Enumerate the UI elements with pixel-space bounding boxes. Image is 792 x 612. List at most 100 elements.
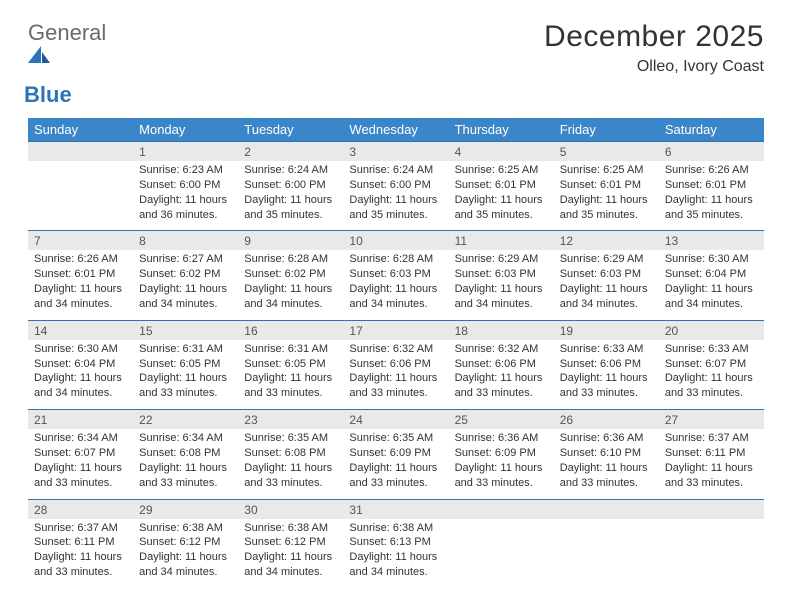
sunrise-text: Sunrise: 6:30 AM: [34, 342, 127, 357]
sunset-text: Sunset: 6:00 PM: [139, 178, 232, 193]
day-number: 9: [238, 231, 343, 251]
day-details: Sunrise: 6:36 AMSunset: 6:10 PMDaylight:…: [554, 429, 659, 499]
sunrise-text: Sunrise: 6:34 AM: [34, 431, 127, 446]
daylight-text: Daylight: 11 hours and 35 minutes.: [455, 193, 548, 223]
location-label: Olleo, Ivory Coast: [544, 58, 764, 76]
daylight-text: Daylight: 11 hours and 35 minutes.: [349, 193, 442, 223]
day-number-row: 14151617181920: [28, 320, 764, 340]
day-number: 18: [449, 320, 554, 340]
sunrise-text: Sunrise: 6:25 AM: [560, 163, 653, 178]
sunset-text: Sunset: 6:12 PM: [139, 535, 232, 550]
day-number: 17: [343, 320, 448, 340]
weekday-header: Friday: [554, 118, 659, 142]
daylight-text: Daylight: 11 hours and 33 minutes.: [349, 371, 442, 401]
day-number: [28, 142, 133, 162]
day-details: Sunrise: 6:29 AMSunset: 6:03 PMDaylight:…: [449, 250, 554, 320]
day-number: 24: [343, 410, 448, 430]
daylight-text: Daylight: 11 hours and 33 minutes.: [665, 371, 758, 401]
day-number: [449, 499, 554, 519]
sunrise-text: Sunrise: 6:38 AM: [349, 521, 442, 536]
day-number: 22: [133, 410, 238, 430]
weekday-header: Wednesday: [343, 118, 448, 142]
sunset-text: Sunset: 6:09 PM: [455, 446, 548, 461]
daylight-text: Daylight: 11 hours and 33 minutes.: [244, 371, 337, 401]
logo-sail-icon: [28, 46, 108, 64]
day-number: 19: [554, 320, 659, 340]
day-details: Sunrise: 6:28 AMSunset: 6:02 PMDaylight:…: [238, 250, 343, 320]
day-details-row: Sunrise: 6:26 AMSunset: 6:01 PMDaylight:…: [28, 250, 764, 320]
day-details: Sunrise: 6:38 AMSunset: 6:12 PMDaylight:…: [133, 519, 238, 588]
sunset-text: Sunset: 6:02 PM: [244, 267, 337, 282]
daylight-text: Daylight: 11 hours and 33 minutes.: [560, 371, 653, 401]
sunset-text: Sunset: 6:03 PM: [560, 267, 653, 282]
daylight-text: Daylight: 11 hours and 35 minutes.: [244, 193, 337, 223]
daylight-text: Daylight: 11 hours and 33 minutes.: [455, 461, 548, 491]
day-number: 28: [28, 499, 133, 519]
day-details: Sunrise: 6:25 AMSunset: 6:01 PMDaylight:…: [554, 161, 659, 231]
day-details: Sunrise: 6:33 AMSunset: 6:07 PMDaylight:…: [659, 340, 764, 410]
day-number: 30: [238, 499, 343, 519]
daylight-text: Daylight: 11 hours and 34 minutes.: [34, 282, 127, 312]
sunrise-text: Sunrise: 6:28 AM: [244, 252, 337, 267]
sunrise-text: Sunrise: 6:30 AM: [665, 252, 758, 267]
daylight-text: Daylight: 11 hours and 36 minutes.: [139, 193, 232, 223]
day-details: [28, 161, 133, 231]
day-details: Sunrise: 6:30 AMSunset: 6:04 PMDaylight:…: [659, 250, 764, 320]
sunset-text: Sunset: 6:09 PM: [349, 446, 442, 461]
sunset-text: Sunset: 6:05 PM: [244, 357, 337, 372]
day-number: 5: [554, 142, 659, 162]
daylight-text: Daylight: 11 hours and 34 minutes.: [560, 282, 653, 312]
day-details: Sunrise: 6:37 AMSunset: 6:11 PMDaylight:…: [28, 519, 133, 588]
daylight-text: Daylight: 11 hours and 33 minutes.: [139, 371, 232, 401]
day-number: 16: [238, 320, 343, 340]
sunrise-text: Sunrise: 6:34 AM: [139, 431, 232, 446]
day-number-row: 123456: [28, 142, 764, 162]
day-number: 14: [28, 320, 133, 340]
sunrise-text: Sunrise: 6:38 AM: [139, 521, 232, 536]
sunset-text: Sunset: 6:03 PM: [455, 267, 548, 282]
daylight-text: Daylight: 11 hours and 33 minutes.: [560, 461, 653, 491]
day-number: 2: [238, 142, 343, 162]
day-details: Sunrise: 6:36 AMSunset: 6:09 PMDaylight:…: [449, 429, 554, 499]
day-number: 31: [343, 499, 448, 519]
sunset-text: Sunset: 6:01 PM: [455, 178, 548, 193]
daylight-text: Daylight: 11 hours and 34 minutes.: [455, 282, 548, 312]
day-details: Sunrise: 6:31 AMSunset: 6:05 PMDaylight:…: [133, 340, 238, 410]
day-details: Sunrise: 6:35 AMSunset: 6:08 PMDaylight:…: [238, 429, 343, 499]
day-details-row: Sunrise: 6:30 AMSunset: 6:04 PMDaylight:…: [28, 340, 764, 410]
sunrise-text: Sunrise: 6:37 AM: [665, 431, 758, 446]
day-details: Sunrise: 6:34 AMSunset: 6:07 PMDaylight:…: [28, 429, 133, 499]
sunrise-text: Sunrise: 6:32 AM: [455, 342, 548, 357]
daylight-text: Daylight: 11 hours and 34 minutes.: [139, 550, 232, 580]
sunrise-text: Sunrise: 6:33 AM: [665, 342, 758, 357]
sunset-text: Sunset: 6:13 PM: [349, 535, 442, 550]
sunset-text: Sunset: 6:08 PM: [244, 446, 337, 461]
weekday-header-row: Sunday Monday Tuesday Wednesday Thursday…: [28, 118, 764, 142]
sunset-text: Sunset: 6:10 PM: [560, 446, 653, 461]
daylight-text: Daylight: 11 hours and 35 minutes.: [560, 193, 653, 223]
sunrise-text: Sunrise: 6:37 AM: [34, 521, 127, 536]
sunrise-text: Sunrise: 6:32 AM: [349, 342, 442, 357]
daylight-text: Daylight: 11 hours and 33 minutes.: [139, 461, 232, 491]
daylight-text: Daylight: 11 hours and 34 minutes.: [244, 550, 337, 580]
daylight-text: Daylight: 11 hours and 33 minutes.: [34, 461, 127, 491]
sunset-text: Sunset: 6:04 PM: [665, 267, 758, 282]
page-header: General Blue December 2025 Olleo, Ivory …: [28, 20, 764, 108]
daylight-text: Daylight: 11 hours and 33 minutes.: [34, 550, 127, 580]
day-details: Sunrise: 6:37 AMSunset: 6:11 PMDaylight:…: [659, 429, 764, 499]
sunset-text: Sunset: 6:07 PM: [34, 446, 127, 461]
sunset-text: Sunset: 6:05 PM: [139, 357, 232, 372]
day-number: [659, 499, 764, 519]
sunrise-text: Sunrise: 6:36 AM: [455, 431, 548, 446]
sunrise-text: Sunrise: 6:28 AM: [349, 252, 442, 267]
day-details: Sunrise: 6:28 AMSunset: 6:03 PMDaylight:…: [343, 250, 448, 320]
day-number: 29: [133, 499, 238, 519]
weekday-header: Thursday: [449, 118, 554, 142]
daylight-text: Daylight: 11 hours and 33 minutes.: [244, 461, 337, 491]
day-details: Sunrise: 6:23 AMSunset: 6:00 PMDaylight:…: [133, 161, 238, 231]
day-details: Sunrise: 6:38 AMSunset: 6:12 PMDaylight:…: [238, 519, 343, 588]
sunset-text: Sunset: 6:12 PM: [244, 535, 337, 550]
daylight-text: Daylight: 11 hours and 33 minutes.: [665, 461, 758, 491]
sunrise-text: Sunrise: 6:36 AM: [560, 431, 653, 446]
sunset-text: Sunset: 6:01 PM: [34, 267, 127, 282]
